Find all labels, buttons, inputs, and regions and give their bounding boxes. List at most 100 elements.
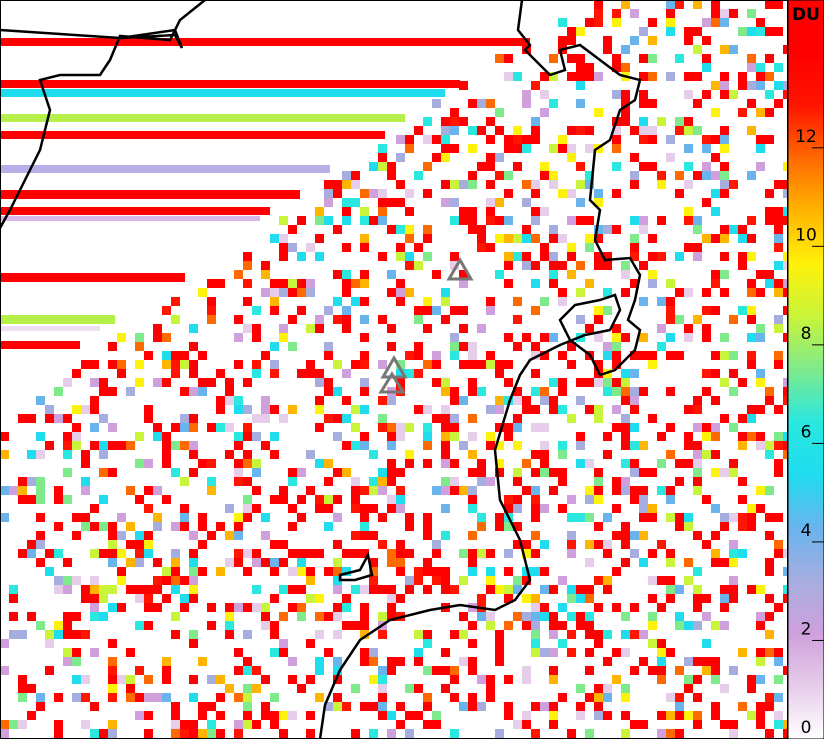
pixel bbox=[306, 576, 315, 585]
pixel bbox=[315, 396, 324, 405]
pixel bbox=[684, 207, 693, 216]
pixel bbox=[765, 594, 774, 603]
pixel bbox=[747, 684, 756, 693]
pixel bbox=[279, 486, 288, 495]
pixel bbox=[90, 522, 99, 531]
pixel bbox=[432, 306, 441, 315]
pixel bbox=[459, 360, 468, 369]
pixel bbox=[702, 171, 711, 180]
pixel bbox=[657, 675, 666, 684]
pixel bbox=[378, 198, 387, 207]
pixel bbox=[486, 441, 495, 450]
pixel bbox=[306, 360, 315, 369]
pixel bbox=[774, 549, 783, 558]
pixel bbox=[387, 324, 396, 333]
pixel bbox=[378, 396, 387, 405]
pixel bbox=[234, 396, 243, 405]
pixel bbox=[387, 504, 396, 513]
pixel bbox=[603, 378, 612, 387]
pixel bbox=[756, 81, 765, 90]
pixel bbox=[756, 702, 765, 711]
pixel bbox=[567, 612, 576, 621]
pixel bbox=[486, 567, 495, 576]
pixel bbox=[603, 540, 612, 549]
pixel bbox=[99, 549, 108, 558]
pixel bbox=[225, 450, 234, 459]
pixel bbox=[297, 306, 306, 315]
pixel bbox=[441, 153, 450, 162]
pixel bbox=[765, 396, 774, 405]
pixel bbox=[594, 0, 603, 9]
pixel bbox=[225, 396, 234, 405]
pixel bbox=[540, 72, 549, 81]
pixel bbox=[171, 576, 180, 585]
pixel bbox=[252, 603, 261, 612]
pixel bbox=[81, 450, 90, 459]
pixel bbox=[108, 720, 117, 729]
pixel bbox=[684, 288, 693, 297]
pixel bbox=[459, 279, 468, 288]
pixel bbox=[585, 486, 594, 495]
pixel bbox=[45, 567, 54, 576]
pixel bbox=[567, 126, 576, 135]
pixel bbox=[0, 486, 9, 495]
pixel bbox=[756, 720, 765, 729]
pixel bbox=[450, 387, 459, 396]
pixel bbox=[459, 576, 468, 585]
pixel bbox=[126, 387, 135, 396]
pixel bbox=[738, 477, 747, 486]
pixel bbox=[252, 468, 261, 477]
pixel bbox=[729, 90, 738, 99]
pixel bbox=[414, 261, 423, 270]
pixel bbox=[603, 261, 612, 270]
pixel bbox=[702, 36, 711, 45]
pixel bbox=[603, 711, 612, 720]
pixel bbox=[576, 621, 585, 630]
pixel bbox=[405, 225, 414, 234]
pixel bbox=[378, 684, 387, 693]
pixel bbox=[405, 450, 414, 459]
pixel bbox=[531, 306, 540, 315]
pixel bbox=[171, 630, 180, 639]
pixel bbox=[450, 675, 459, 684]
pixel bbox=[189, 720, 198, 729]
pixel bbox=[747, 54, 756, 63]
pixel bbox=[486, 198, 495, 207]
pixel bbox=[495, 360, 504, 369]
pixel bbox=[162, 459, 171, 468]
pixel bbox=[414, 126, 423, 135]
pixel bbox=[738, 108, 747, 117]
pixel bbox=[495, 441, 504, 450]
pixel bbox=[657, 657, 666, 666]
pixel bbox=[684, 441, 693, 450]
pixel bbox=[504, 234, 513, 243]
pixel bbox=[558, 603, 567, 612]
pixel bbox=[0, 432, 9, 441]
pixel bbox=[9, 486, 18, 495]
pixel bbox=[63, 576, 72, 585]
pixel bbox=[765, 702, 774, 711]
pixel bbox=[144, 414, 153, 423]
pixel bbox=[414, 648, 423, 657]
pixel bbox=[135, 333, 144, 342]
pixel bbox=[711, 396, 720, 405]
pixel bbox=[162, 351, 171, 360]
pixel bbox=[441, 378, 450, 387]
pixel bbox=[54, 621, 63, 630]
pixel bbox=[63, 612, 72, 621]
pixel bbox=[621, 558, 630, 567]
pixel bbox=[468, 144, 477, 153]
pixel bbox=[486, 99, 495, 108]
pixel bbox=[432, 378, 441, 387]
pixel bbox=[108, 441, 117, 450]
pixel bbox=[648, 135, 657, 144]
pixel bbox=[342, 468, 351, 477]
pixel bbox=[477, 459, 486, 468]
pixel bbox=[639, 126, 648, 135]
pixel bbox=[765, 486, 774, 495]
pixel bbox=[720, 270, 729, 279]
pixel bbox=[711, 549, 720, 558]
pixel bbox=[666, 576, 675, 585]
pixel bbox=[72, 576, 81, 585]
